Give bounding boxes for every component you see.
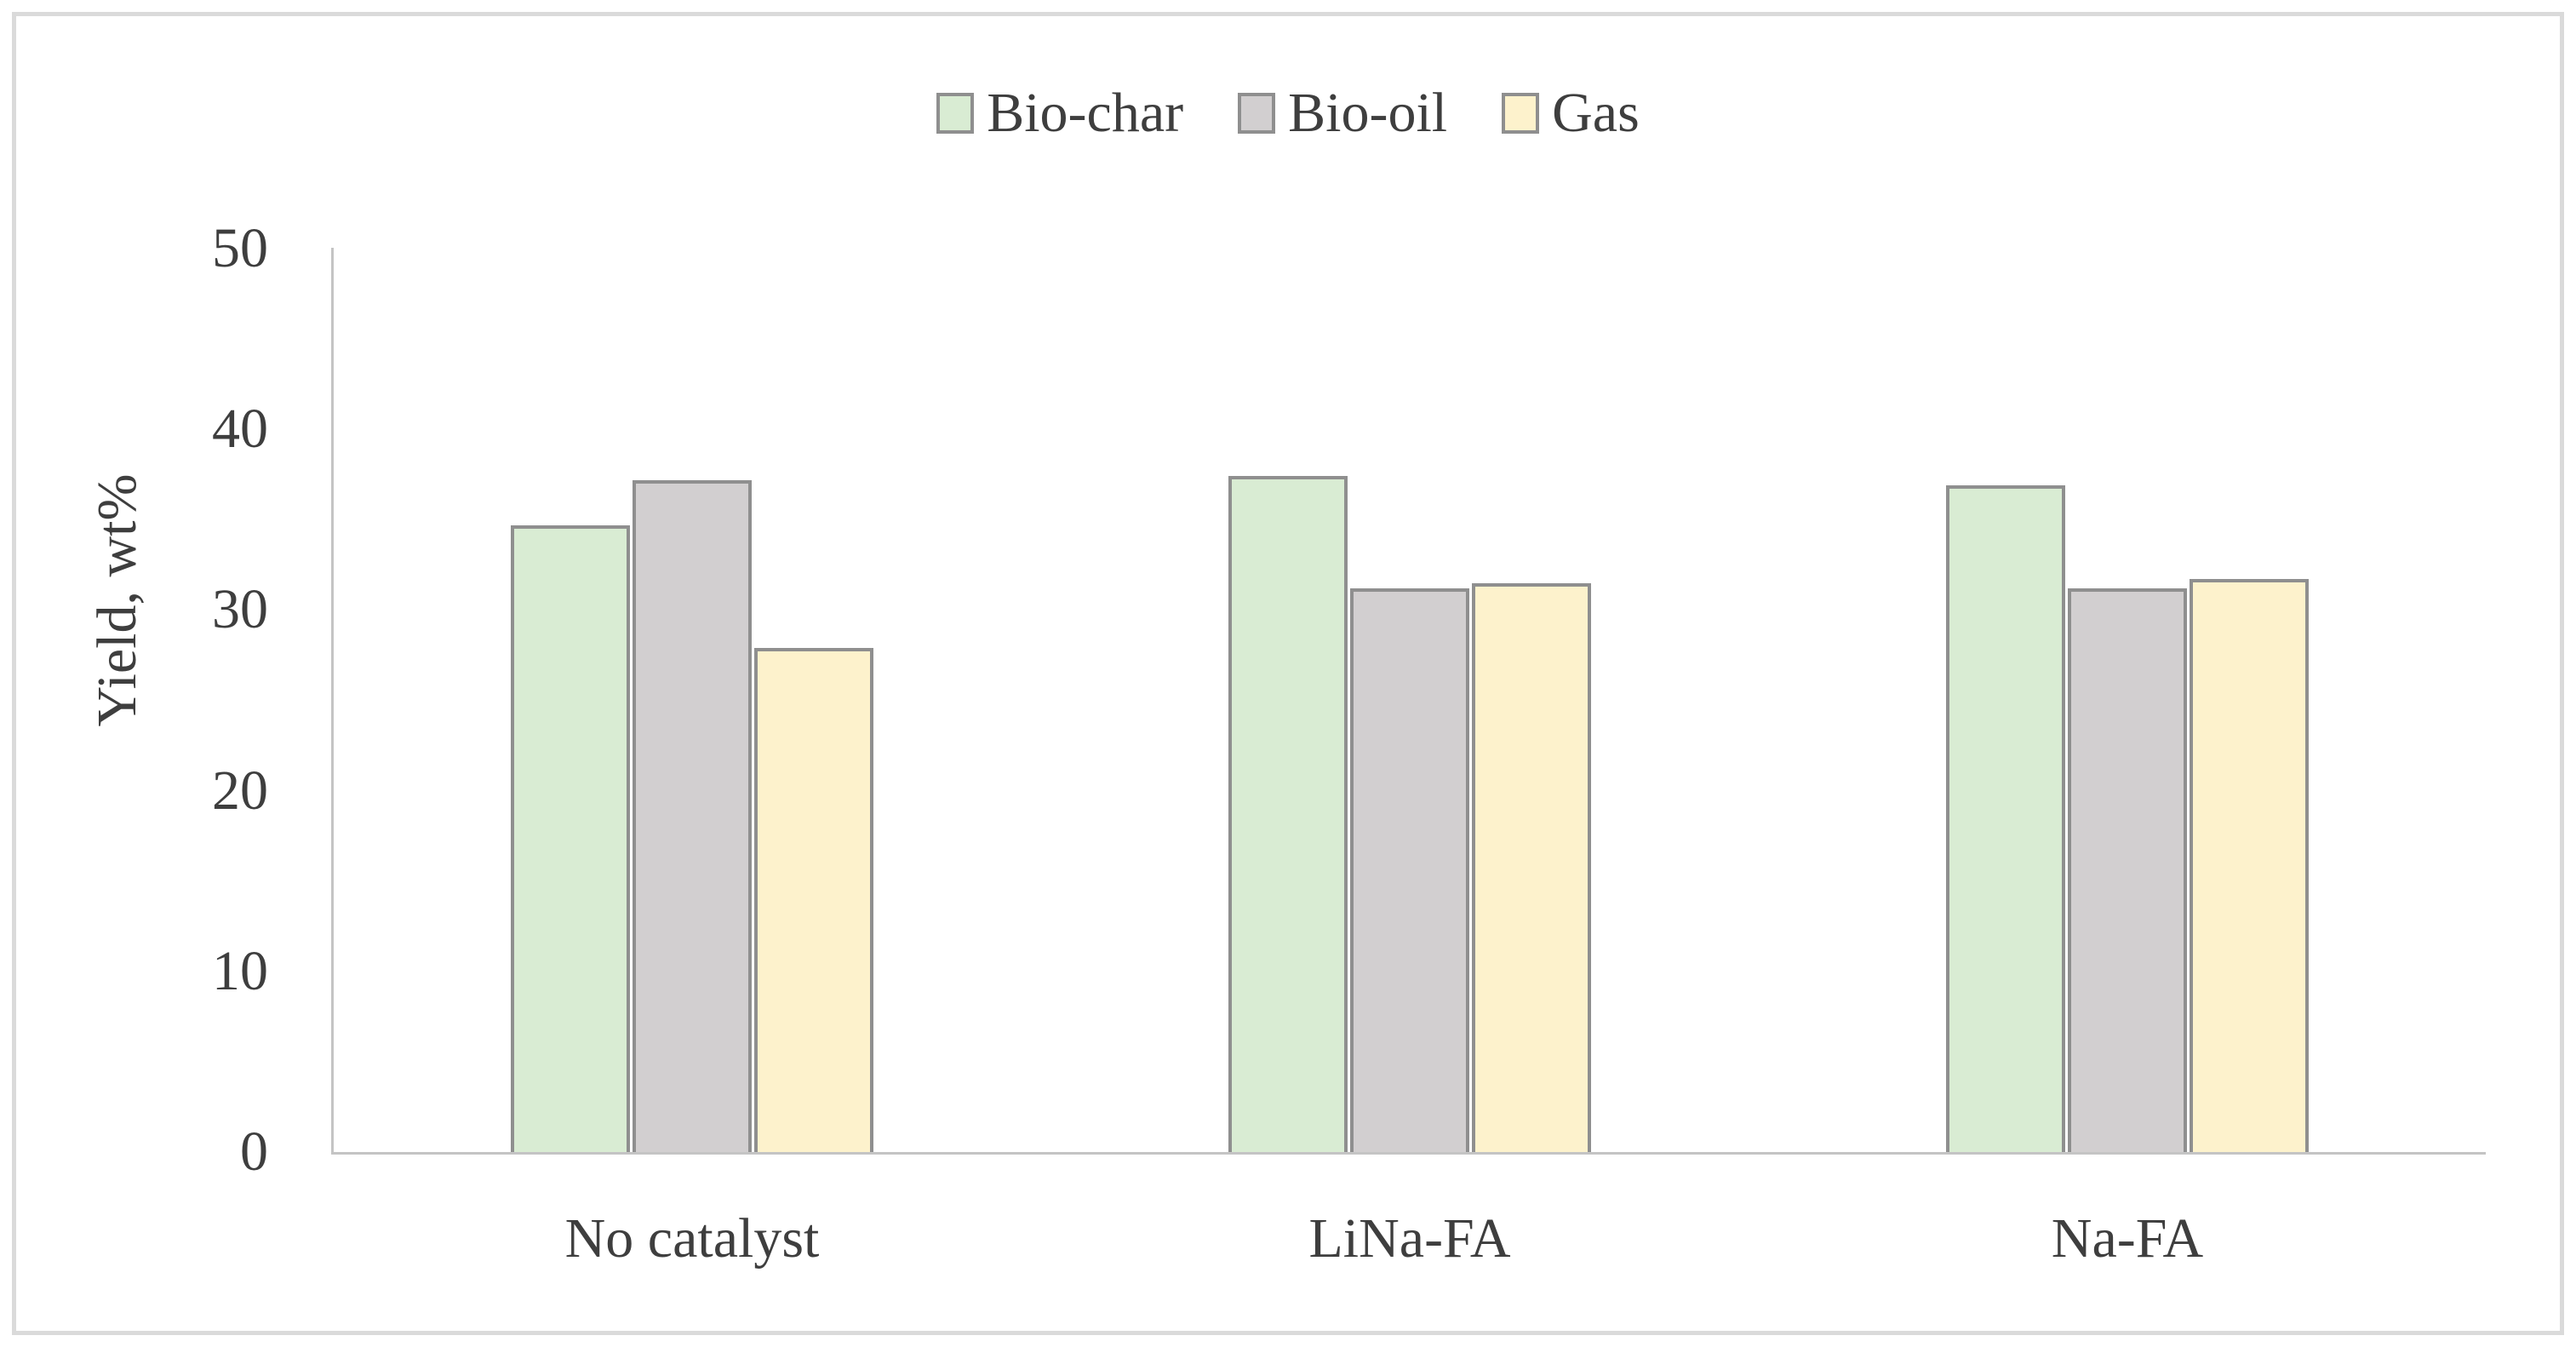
y-tick-label: 20 xyxy=(212,759,268,822)
bar-bio-oil-no-catalyst xyxy=(633,480,752,1152)
bar-bio-char-na-fa xyxy=(1946,485,2065,1152)
y-tick-label: 40 xyxy=(212,398,268,461)
bar-gas-lina-fa xyxy=(1472,583,1591,1152)
y-axis-line xyxy=(331,248,334,1155)
legend-label: Gas xyxy=(1552,82,1640,144)
x-axis-line xyxy=(331,1152,2486,1155)
x-category-label: No catalyst xyxy=(564,1207,820,1270)
legend-item-bio-char: Bio-char xyxy=(936,83,1183,143)
y-tick-label: 50 xyxy=(212,217,268,279)
bar-bio-oil-lina-fa xyxy=(1350,588,1469,1152)
bar-bio-char-no-catalyst xyxy=(511,525,630,1152)
legend-label: Bio-oil xyxy=(1288,82,1448,144)
legend-swatch-icon xyxy=(1502,93,1540,134)
y-tick-label: 10 xyxy=(212,939,268,1002)
bar-bio-oil-na-fa xyxy=(2068,588,2187,1152)
x-category-label: Na-FA xyxy=(2051,1207,2204,1270)
x-category-label: LiNa-FA xyxy=(1308,1207,1511,1270)
bar-bio-char-lina-fa xyxy=(1228,476,1348,1152)
bar-gas-no-catalyst xyxy=(754,648,873,1152)
legend-swatch-icon xyxy=(1238,93,1276,134)
bar-gas-na-fa xyxy=(2190,579,2309,1152)
legend-label: Bio-char xyxy=(987,82,1184,144)
y-tick-label: 30 xyxy=(212,578,268,641)
y-tick-label: 0 xyxy=(240,1121,268,1183)
legend-item-bio-oil: Bio-oil xyxy=(1238,83,1447,143)
chart-outer-frame xyxy=(12,12,2564,1335)
legend-item-gas: Gas xyxy=(1502,83,1640,143)
chart-legend: Bio-char Bio-oil Gas xyxy=(0,83,2576,143)
legend-swatch-icon xyxy=(936,93,975,134)
